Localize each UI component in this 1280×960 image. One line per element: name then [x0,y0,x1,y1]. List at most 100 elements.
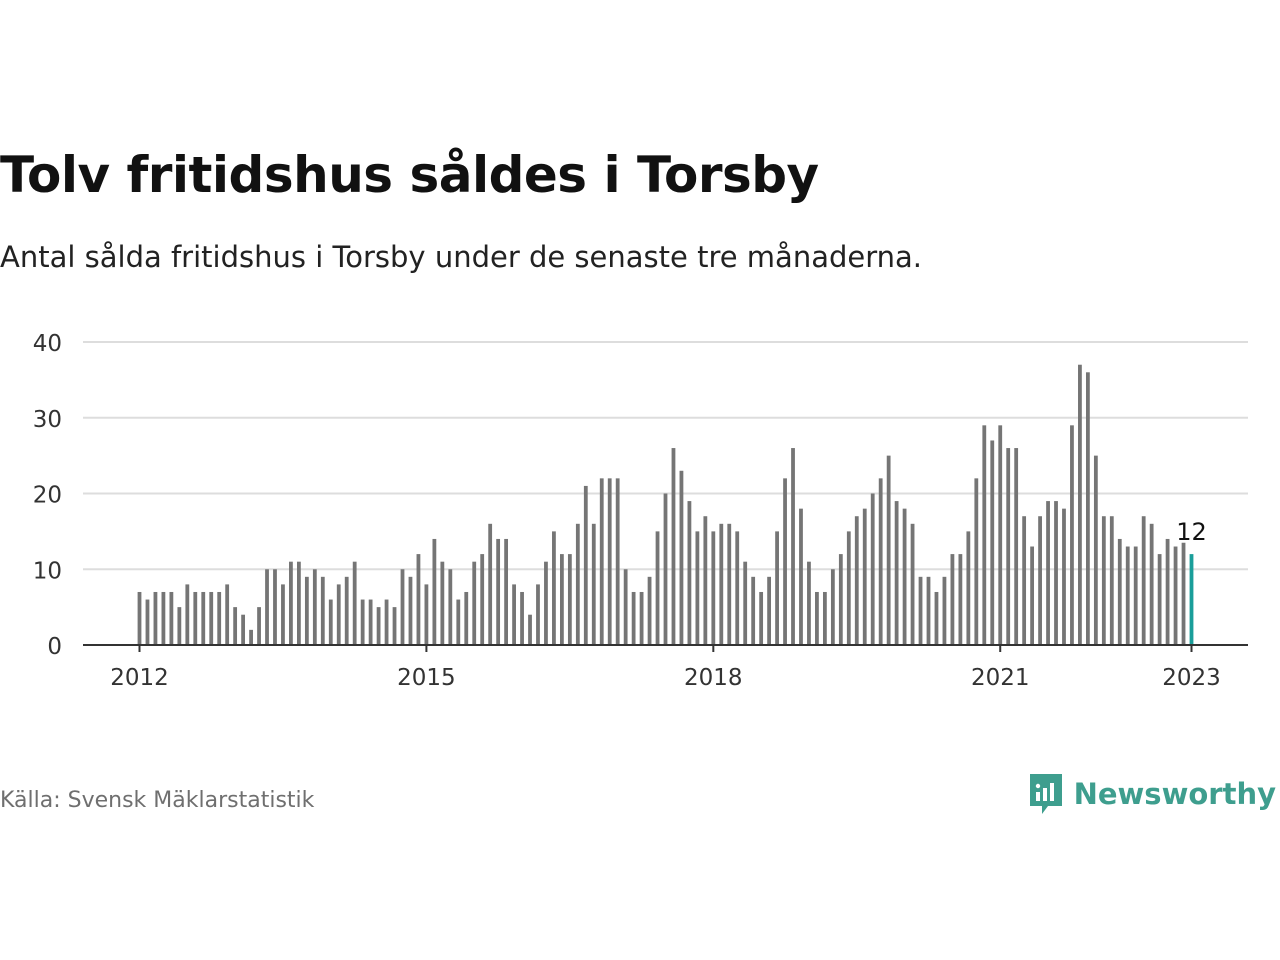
bar [161,591,166,645]
bar [273,569,277,645]
bar [400,569,405,645]
bar [1070,425,1074,645]
bar [671,448,676,645]
bar [687,501,692,645]
bar [767,576,772,645]
y-tick-label: 10 [33,558,62,584]
bar [639,591,644,645]
bar [265,569,269,645]
y-tick-label: 0 [47,634,62,660]
bar [1173,546,1178,645]
bar [1078,364,1082,645]
bar [575,523,580,645]
bar [711,531,716,646]
bar [472,561,477,645]
bar [217,591,222,645]
x-tick-label: 2023 [1162,665,1221,691]
bar [360,599,365,645]
bar [950,554,955,645]
bar [320,576,325,645]
bar [552,531,556,646]
bar [942,576,947,645]
bar [846,531,851,646]
x-tick-labels: 2012 2015 2018 2021 2023 [110,665,1221,691]
bar [376,607,381,646]
bar [448,569,453,645]
bar [878,478,883,645]
bar [607,478,612,645]
bar [456,599,461,645]
bar [783,478,787,645]
bar [289,561,293,645]
bar [918,576,923,645]
newsworthy-logo-icon [1029,774,1062,814]
bar [910,523,915,645]
bar [392,607,397,646]
bar [432,538,437,645]
x-tick-marks [138,645,1193,652]
bar [1101,516,1106,645]
bar [169,591,174,645]
bar [1133,546,1138,645]
bar [926,576,931,645]
bar [615,478,620,645]
highlight-data-label: 12 [1176,518,1207,546]
bar [201,591,206,645]
bar [520,591,524,645]
bar [807,561,811,645]
bar [352,561,357,645]
bar [727,523,732,645]
x-tick-label: 2018 [684,665,743,691]
x-tick-label: 2015 [397,665,456,691]
bar [528,614,532,645]
y-tick-label: 20 [33,483,62,509]
y-tick-label: 40 [33,331,62,357]
chart-title: Tolv fritidshus såldes i Torsby [0,146,819,204]
bar [384,599,389,645]
bar [233,607,238,646]
bar [1085,372,1090,645]
bar [1014,448,1019,645]
bar [567,554,572,645]
bar [1149,523,1154,645]
x-tick-label: 2021 [971,665,1030,691]
bar [1062,508,1066,645]
bar [1125,546,1130,645]
bar [424,584,429,645]
bar [496,538,501,645]
bar [488,523,493,645]
y-tick-labels: 0 10 20 30 40 [33,331,62,660]
bar [304,576,309,645]
bar [990,440,995,645]
bar [137,591,142,645]
bar [838,554,843,645]
bar [209,591,214,645]
bar [623,569,628,645]
bar [1141,516,1146,645]
bar [591,523,596,645]
bar [982,425,987,645]
bar [408,576,413,645]
bars [137,364,1194,646]
x-tick-label: 2012 [110,665,169,691]
bar [249,629,253,645]
bar [344,576,349,645]
bar [599,478,604,645]
bar [1181,542,1186,645]
bar [241,614,246,645]
chart-subtitle: Antal sålda fritidshus i Torsby under de… [0,240,922,274]
bar [1165,538,1170,645]
bar [966,531,971,646]
bar [998,425,1003,645]
bar [464,591,469,645]
bar [368,599,373,645]
bar [695,531,700,646]
bar [145,599,150,645]
bar [1157,554,1162,645]
y-tick-label: 30 [33,407,62,433]
bar [663,493,668,645]
bar [1022,516,1027,645]
bar [512,584,516,645]
brand-logo[interactable]: Newsworthy [1028,772,1276,816]
bar [583,485,588,645]
